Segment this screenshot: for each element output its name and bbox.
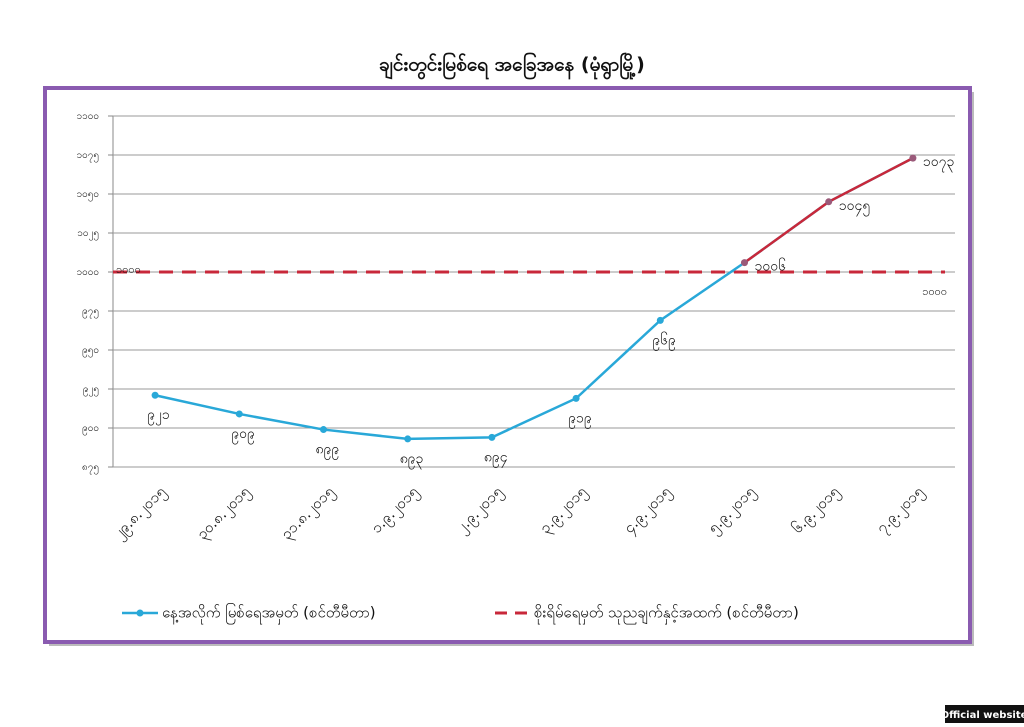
threshold-label: ၁၀၀၀ — [922, 285, 947, 298]
badge-box — [945, 705, 1024, 723]
y-tick-label: ၁၀၀၀ — [77, 267, 100, 278]
value-label: ၉၀၉ — [231, 426, 255, 444]
value-label: ၁၀၀၆ — [755, 259, 787, 275]
chart-title: ချင်းတွင်းမြစ်ရေ အခြေအနေ (မုံရွာမြို့) — [379, 51, 645, 81]
y-tick-label: ၁၀၇၅ — [77, 150, 100, 163]
badge: Official website — [941, 710, 1024, 721]
y-tick-label: ၉၅၀ — [82, 345, 99, 358]
value-label: ၁၀၇၃ — [923, 154, 955, 172]
y-tick-label: ၁၀၅၀ — [77, 189, 100, 202]
threshold-label: ၁၀၀၀ — [116, 263, 141, 276]
value-label: ၈၉၉ — [316, 442, 340, 460]
y-tick-label: ၁၁၀၀ — [77, 111, 100, 122]
point — [572, 394, 580, 402]
point — [825, 198, 833, 206]
point — [909, 154, 917, 162]
value-label: ၈၉၃ — [400, 451, 424, 469]
value-label: ၉၂၁ — [147, 407, 170, 425]
legend-label: စိုးရိမ်ရေမှတ် သုညချက်နှင့်အထက် (စင်တီမီ… — [534, 604, 799, 625]
point — [151, 391, 159, 399]
value-label: ၉၁၉ — [568, 410, 592, 428]
y-tick-label: ၁၀၂၅ — [77, 228, 99, 241]
point — [320, 426, 327, 434]
frame — [43, 86, 972, 644]
legend-marker — [136, 609, 144, 617]
value-label: ၁၀၄၅ — [839, 198, 871, 216]
y-tick-label: ၈၇၅ — [82, 462, 99, 475]
point — [235, 410, 243, 418]
legend-label: နေ့အလိုက် မြစ်ရေအမှတ် (စင်တီမီတာ) — [162, 603, 376, 625]
point — [656, 316, 664, 324]
y-tick-label: ၉၀၀ — [82, 423, 99, 436]
point — [404, 435, 412, 443]
point — [741, 259, 748, 267]
y-tick-label: ၉၂၅ — [83, 384, 99, 397]
value-label: ၈၉၄ — [484, 449, 508, 467]
point — [488, 433, 496, 441]
y-tick-label: ၉၇၅ — [82, 306, 99, 319]
value-label: ၉၆၉ — [652, 332, 676, 350]
